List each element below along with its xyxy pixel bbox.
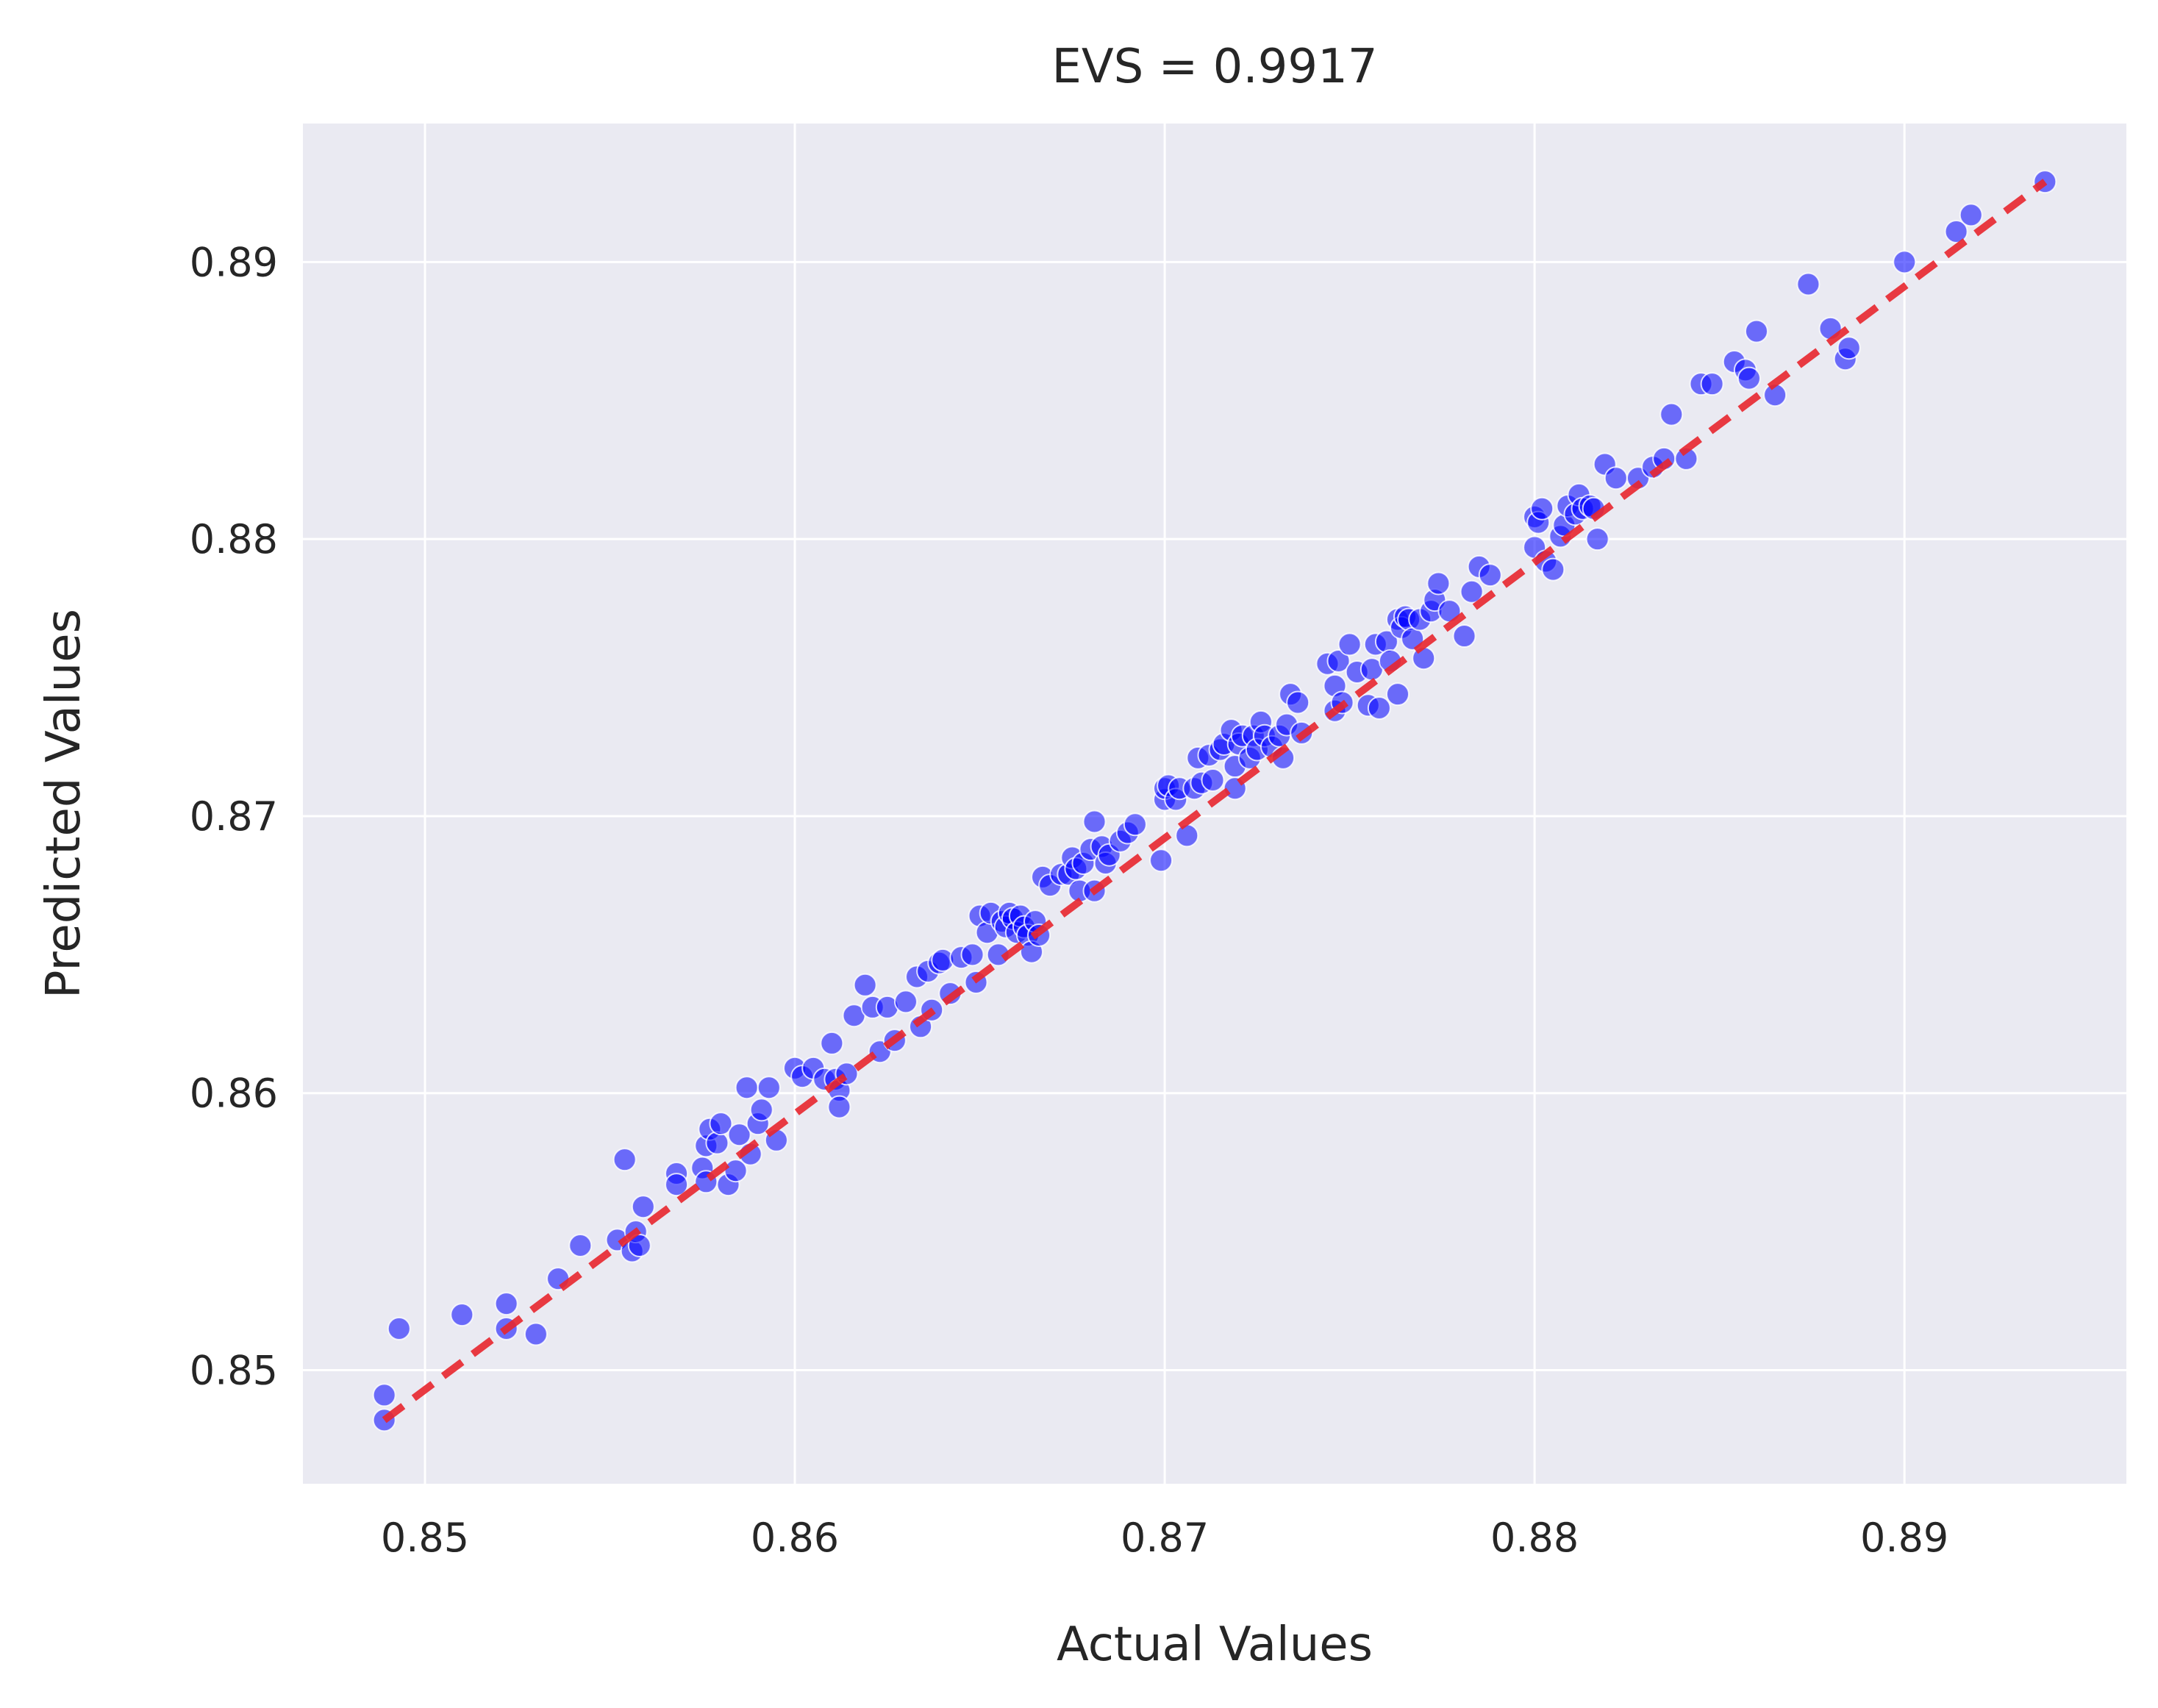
x-tick-labels: 0.85 0.86 0.87 0.88 0.89 — [381, 1515, 1948, 1561]
x-tick-label: 0.88 — [1490, 1515, 1579, 1561]
x-tick-label: 0.89 — [1860, 1515, 1948, 1561]
data-point — [1459, 579, 1484, 604]
data-point — [1944, 219, 1968, 243]
data-point — [1541, 557, 1565, 582]
data-point — [1837, 336, 1861, 360]
data-point — [1123, 812, 1147, 837]
data-point — [1286, 690, 1310, 715]
data-point — [1530, 496, 1554, 521]
data-point — [568, 1233, 593, 1257]
data-point — [1337, 632, 1362, 657]
y-tick-label: 0.89 — [190, 239, 278, 285]
data-point — [1426, 571, 1451, 596]
y-tick-label: 0.86 — [190, 1071, 278, 1117]
data-point — [631, 1195, 655, 1219]
data-point — [387, 1317, 411, 1341]
y-axis-label: Predicted Values — [37, 609, 91, 998]
data-point — [1452, 624, 1476, 648]
data-point — [1585, 527, 1609, 551]
data-point — [450, 1303, 474, 1327]
data-points — [372, 170, 2057, 1432]
data-point — [1737, 366, 1761, 390]
data-point — [820, 1031, 844, 1055]
data-point — [893, 990, 918, 1014]
data-point — [494, 1292, 518, 1316]
data-point — [705, 1131, 729, 1155]
x-tick-label: 0.85 — [381, 1515, 469, 1561]
data-point — [853, 973, 877, 997]
reference-line — [382, 179, 2048, 1423]
x-axis-label: Actual Values — [1057, 1618, 1373, 1672]
data-point — [1367, 696, 1391, 721]
data-point — [372, 1383, 396, 1407]
data-point — [627, 1233, 651, 1257]
data-point — [709, 1112, 733, 1136]
data-point — [1796, 272, 1821, 296]
data-point — [735, 1076, 759, 1100]
data-point — [1959, 203, 1983, 227]
y-tick-label: 0.85 — [190, 1348, 278, 1394]
data-point — [524, 1322, 548, 1346]
data-point — [612, 1148, 637, 1172]
data-point — [749, 1098, 773, 1122]
data-point — [1082, 810, 1107, 834]
y-tick-label: 0.88 — [190, 516, 278, 562]
x-tick-label: 0.86 — [751, 1515, 839, 1561]
data-point — [1326, 648, 1351, 673]
data-point — [827, 1095, 851, 1119]
data-point — [1700, 372, 1724, 396]
data-point — [1149, 848, 1173, 873]
data-point — [727, 1123, 751, 1147]
data-point — [1386, 682, 1410, 707]
data-point — [1604, 466, 1628, 490]
chart-title: EVS = 0.9917 — [1051, 40, 1377, 94]
data-point — [1893, 250, 1917, 274]
data-point — [1744, 319, 1768, 343]
data-point — [1478, 563, 1502, 587]
x-tick-label: 0.87 — [1121, 1515, 1209, 1561]
y-tick-labels: 0.85 0.86 0.87 0.88 0.89 — [190, 239, 278, 1393]
data-point — [960, 943, 985, 967]
y-gridlines — [303, 260, 2126, 1372]
data-point — [665, 1173, 689, 1197]
y-tick-label: 0.87 — [190, 793, 278, 840]
data-point — [757, 1076, 781, 1100]
data-point — [1659, 402, 1684, 426]
data-point — [1201, 768, 1225, 792]
data-point — [1175, 823, 1199, 848]
